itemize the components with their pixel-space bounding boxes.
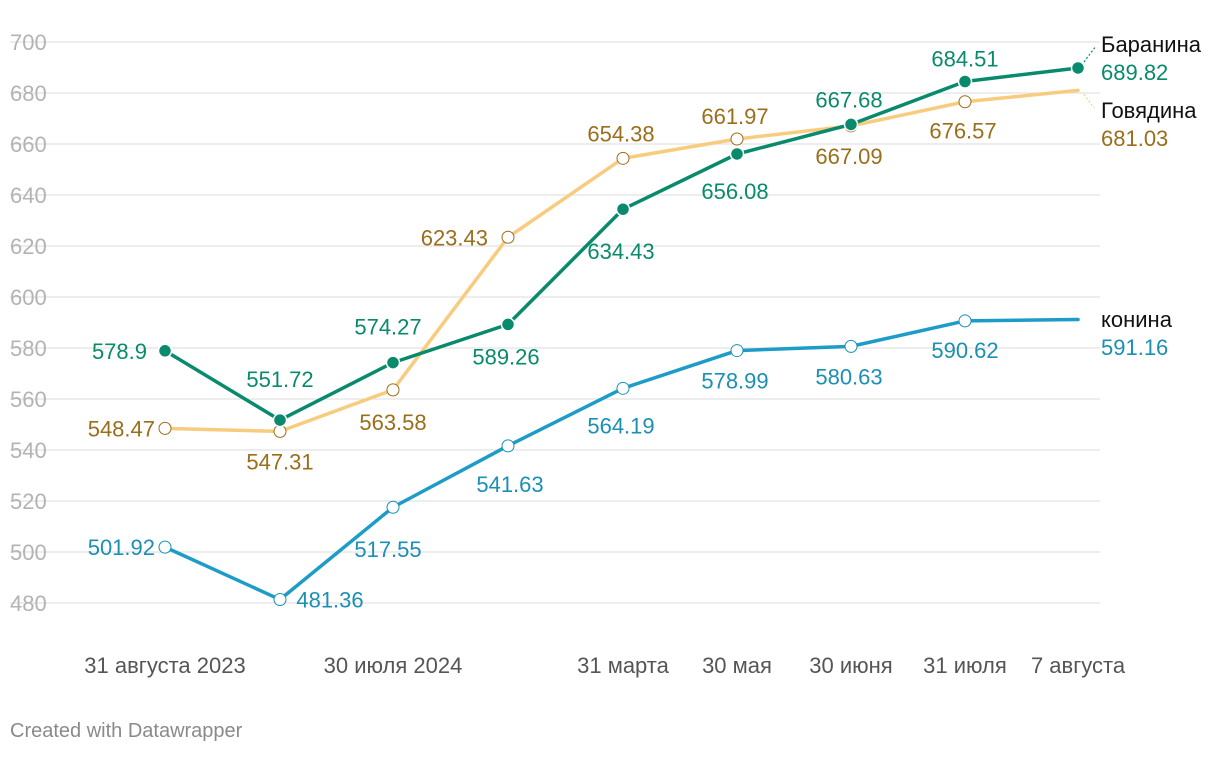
series-names: Баранина 689.82 Говядина 681.03 конина 591.16 [1083,32,1202,360]
point-marker [501,439,515,453]
data-label: 574.27 [354,315,421,340]
y-tick-label-560: 560 [10,387,47,412]
y-tick-label-640: 640 [10,183,47,208]
data-label: 634.43 [587,239,654,264]
y-axis-ticks: 480 500 520 540 560 580 600 620 640 660 680 700 [10,30,47,616]
y-tick-label-600: 600 [10,285,47,310]
point-marker [1070,60,1086,76]
series-markers [157,60,1086,607]
point-marker [386,383,400,397]
gridlines [10,41,1100,604]
point-marker [730,344,744,358]
data-label: 547.31 [246,449,313,474]
y-tick-label-520: 520 [10,489,47,514]
point-marker [616,381,630,395]
point-marker [385,355,401,370]
point-marker [273,593,287,607]
x-tick-label: 30 мая [702,653,772,678]
data-label: 548.47 [88,416,155,441]
point-marker [844,339,858,353]
data-label: 578.99 [701,369,768,394]
x-tick-label: 30 июля 2024 [324,653,463,678]
y-tick-label-660: 660 [10,132,47,157]
data-label: 563.58 [359,410,426,435]
point-marker [615,201,631,217]
y-tick-label-540: 540 [10,438,47,463]
x-tick-label: 31 марта [577,653,670,678]
point-marker [616,151,630,165]
point-marker [272,412,288,428]
series-name-label: конина [1101,307,1173,332]
point-marker [158,540,172,554]
end-value-label: 689.82 [1101,60,1168,85]
data-label: 578.9 [92,339,147,364]
data-label: 541.63 [476,472,543,497]
data-label: 589.26 [472,344,539,369]
point-marker [386,500,400,514]
end-value-label: 681.03 [1101,126,1168,151]
point-marker [958,314,972,328]
x-tick-label: 31 августа 2023 [84,653,245,678]
end-value-label: 591.16 [1101,335,1168,360]
data-label: 661.97 [701,104,768,129]
connector-line [1083,94,1095,109]
data-label: 551.72 [246,367,313,392]
data-label: 517.55 [354,537,421,562]
credit-text: Created with Datawrapper [10,720,243,742]
series-name-label: Баранина [1101,32,1202,57]
data-label: 580.63 [815,364,882,389]
point-marker [843,117,859,132]
x-axis-ticks: 31 августа 2023 30 июля 2024 31 марта 30 ма… [84,653,1126,678]
data-label: 623.43 [421,225,488,250]
data-label: 654.38 [587,121,654,146]
y-tick-label-480: 480 [10,591,47,616]
y-tick-label-620: 620 [10,234,47,259]
data-label: 676.57 [929,119,996,144]
data-label: 590.62 [931,338,998,363]
data-label: 667.09 [815,144,882,169]
series-name-label: Говядина [1101,98,1197,123]
x-tick-label: 7 августа [1031,653,1126,678]
point-marker [501,230,515,244]
data-labels: 578.9 551.72 574.27 589.26 634.43 656.08 667.6… [88,46,999,612]
data-label: 481.36 [296,588,363,613]
point-marker [958,95,972,109]
x-tick-label: 31 июля [923,653,1007,678]
data-label: 667.68 [815,87,882,112]
y-tick-label-500: 500 [10,540,47,565]
data-label: 684.51 [931,46,998,71]
connector-line [1083,45,1097,63]
y-tick-label-700: 700 [10,30,47,55]
data-label: 564.19 [587,413,654,438]
y-tick-label-680: 680 [10,81,47,106]
point-marker [729,146,745,162]
point-marker [500,317,516,332]
point-marker [157,343,173,359]
series-lines [163,66,1080,602]
y-tick-label-580: 580 [10,336,47,361]
data-label: 656.08 [701,179,768,204]
x-tick-label: 30 июня [809,653,892,678]
data-label: 501.92 [88,535,155,560]
point-marker [957,74,973,89]
point-marker [730,132,744,146]
point-marker [158,421,172,435]
